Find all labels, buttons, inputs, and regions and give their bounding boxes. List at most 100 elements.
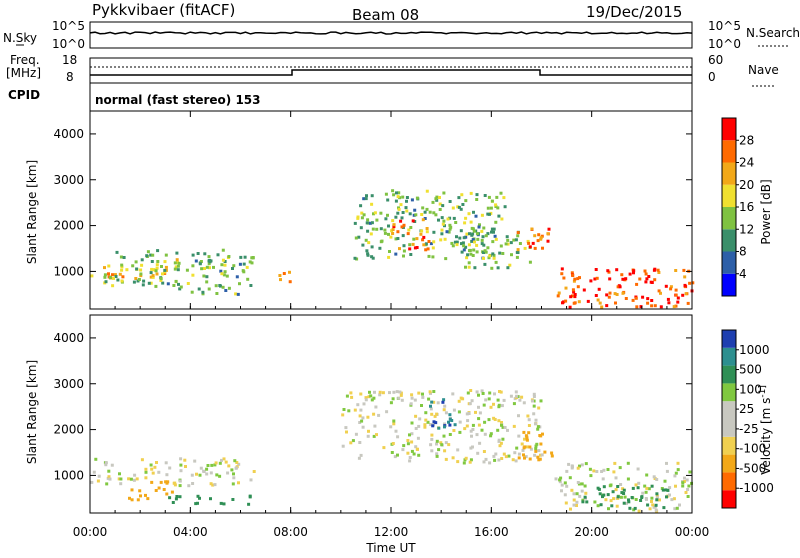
velocity-cell	[663, 479, 667, 483]
velocity-cell	[528, 457, 532, 461]
velocity-cell	[550, 454, 554, 458]
power-cell	[632, 271, 635, 275]
velocity-cell	[600, 470, 604, 473]
power-cell	[528, 245, 532, 249]
power-cell	[564, 286, 568, 290]
power-cell	[462, 244, 466, 248]
power-cell	[666, 297, 670, 301]
velocity-cell	[518, 398, 522, 402]
power-cell	[560, 267, 564, 271]
x-tick-label: 00:00	[675, 525, 710, 539]
velocity-cell	[585, 500, 589, 504]
velocity-cell	[150, 467, 154, 471]
power-cell	[497, 214, 501, 218]
velocity-cell	[477, 417, 481, 421]
velocity-cell	[410, 421, 414, 425]
power-cell	[220, 263, 224, 267]
power-cell	[379, 211, 383, 215]
velocity-cell	[681, 484, 685, 488]
power-cell	[437, 218, 440, 222]
velocity-cell	[672, 497, 676, 501]
velocity-cell	[418, 417, 422, 421]
velocity-cell	[391, 442, 395, 445]
power-cell	[530, 227, 534, 231]
power-cell	[427, 254, 431, 258]
velocity-cell	[686, 488, 690, 491]
power-cell	[442, 219, 446, 223]
power-cell	[508, 263, 512, 267]
velocity-cell	[437, 426, 441, 430]
velocity-cell	[684, 491, 688, 494]
power-cell	[145, 254, 149, 258]
power-cell	[238, 282, 241, 286]
power-cell	[458, 236, 462, 240]
power-ytick-label: 3000	[53, 173, 84, 187]
power-cell	[409, 226, 413, 229]
velocity-cell	[581, 500, 585, 504]
power-cell	[653, 278, 657, 282]
power-panel-frame	[89, 110, 693, 310]
velocity-cell	[588, 467, 592, 471]
power-cell	[621, 277, 625, 281]
velocity-cell	[360, 419, 364, 423]
power-cell	[650, 304, 654, 308]
velocity-cell	[602, 468, 606, 472]
velocity-cell	[539, 399, 543, 403]
power-cell	[160, 265, 163, 268]
power-cell	[401, 234, 405, 238]
velocity-cell	[645, 486, 649, 490]
power-cell	[518, 242, 522, 245]
velocity-cell	[429, 407, 433, 411]
velocity-cell	[522, 401, 526, 405]
power-cell	[674, 269, 678, 272]
velocity-cell	[532, 412, 536, 416]
velocity-cell	[469, 446, 473, 450]
nave-label: Nave	[748, 63, 779, 77]
velocity-cell	[584, 462, 588, 466]
power-cell	[650, 281, 654, 284]
velocity-cell	[501, 437, 505, 441]
power-cell	[659, 291, 662, 295]
power-cell	[392, 225, 396, 229]
power-cell	[487, 212, 491, 216]
power-cell	[396, 237, 400, 240]
velocity-cell	[435, 439, 439, 443]
power-cell	[413, 208, 417, 212]
power-colorbar: 4 8 12 16 20 24 28	[721, 117, 754, 297]
velocity-cell	[463, 427, 467, 431]
velocity-cell	[427, 397, 431, 401]
velocity-cell	[412, 452, 416, 456]
power-cell	[481, 235, 485, 239]
power-cell	[691, 281, 695, 285]
velocity-cell	[483, 420, 487, 424]
power-cell	[672, 305, 676, 309]
power-cell	[423, 217, 427, 220]
velocity-cell	[655, 494, 659, 498]
velocity-panel-frame	[89, 314, 693, 514]
velocity-cell	[534, 418, 538, 422]
velocity-cell	[168, 496, 172, 500]
power-cell	[595, 276, 599, 280]
power-cell	[442, 191, 446, 195]
velocity-cell	[205, 472, 209, 476]
velocity-cell	[135, 477, 139, 481]
power-cell	[223, 270, 227, 274]
power-cell	[120, 265, 124, 269]
velocity-cell	[205, 467, 209, 471]
power-cell	[396, 211, 400, 215]
velocity-cell	[609, 483, 613, 487]
power-cell	[111, 284, 115, 288]
power-cell	[615, 268, 619, 272]
velocity-cell	[601, 477, 605, 481]
power-cell	[656, 268, 660, 272]
velocity-cell	[435, 454, 439, 458]
velocity-cell	[558, 480, 562, 484]
velocity-cell	[685, 478, 689, 482]
velocity-cell	[503, 426, 507, 429]
velocity-y-axis: 1000 2000 3000 4000	[53, 331, 692, 482]
velocity-cell	[534, 422, 537, 426]
velocity-cell	[373, 424, 377, 428]
velocity-cell	[429, 423, 433, 426]
power-cell	[569, 295, 573, 299]
velocity-cell	[652, 475, 656, 479]
